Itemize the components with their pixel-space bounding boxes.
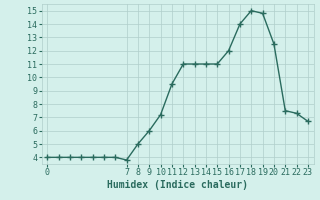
X-axis label: Humidex (Indice chaleur): Humidex (Indice chaleur) xyxy=(107,180,248,190)
